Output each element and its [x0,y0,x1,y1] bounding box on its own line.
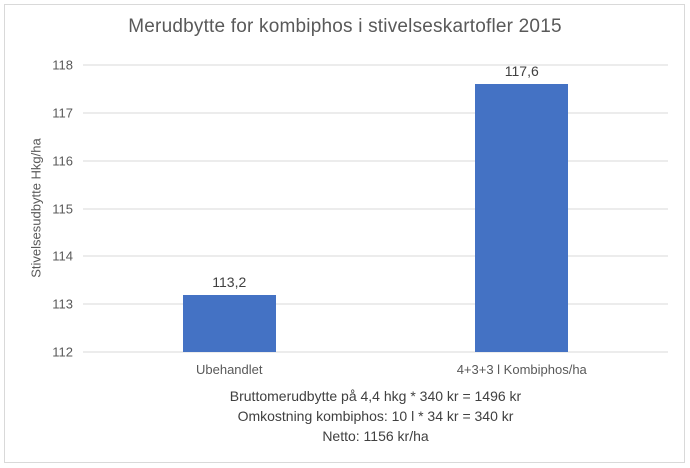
y-tick-label: 116 [52,153,73,169]
gridline [83,208,668,209]
y-tick-label: 118 [52,57,73,73]
y-tick-label: 117 [52,105,73,121]
y-tick-label: 115 [52,201,73,216]
chart-footer: Bruttomerudbytte på 4,4 hkg * 340 kr = 1… [83,386,668,446]
gridline [83,351,668,353]
gridline [83,303,668,305]
chart-title: Merudbytte for kombiphos i stivelseskart… [128,16,562,37]
footer-line-cost: Omkostning kombiphos: 10 l * 34 kr = 340… [237,408,514,424]
plot-area: 113,2 117,6 [83,63,668,353]
gridline [83,112,668,114]
y-tick-label: 114 [52,248,73,264]
bar-value-label: 117,6 [504,63,539,80]
y-tick-label: 113 [52,296,73,312]
x-axis-labels: Ubehandlet 4+3+3 l Kombiphos/ha [83,362,668,380]
bar [475,84,569,352]
y-axis-labels: 112 113 114 115 116 117 118 [0,58,73,360]
bar [182,294,276,352]
footer-line-gross: Bruttomerudbytte på 4,4 hkg * 340 kr = 1… [229,388,522,404]
y-tick-label: 112 [52,344,73,360]
footer-line-net: Netto: 1156 kr/ha [322,428,429,444]
x-category-label: 4+3+3 l Kombiphos/ha [456,362,587,377]
gridline [83,255,668,257]
gridline [83,64,668,66]
x-category-label: Ubehandlet [196,362,263,377]
gridline [83,160,668,162]
bar-value-label: 113,2 [212,273,247,290]
